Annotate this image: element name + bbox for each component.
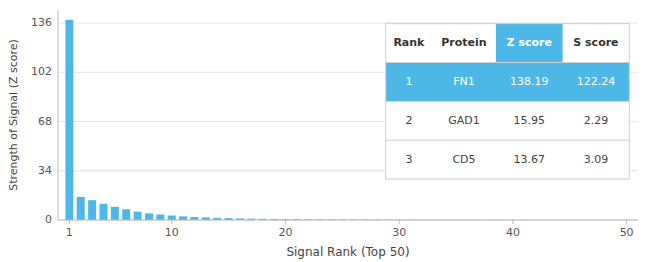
bar [179,216,187,220]
table-cell: CD5 [452,153,475,166]
bar [122,209,130,220]
table-cell: 2.29 [584,114,609,127]
table-cell: 122.24 [577,75,616,88]
table-cell: 2 [405,114,412,127]
x-tick-label: 1 [66,226,73,239]
bar [134,212,142,220]
table-cell: 138.19 [510,75,549,88]
y-tick-label: 136 [31,16,52,29]
bar [156,214,164,220]
x-tick [626,220,627,224]
y-tick-label: 34 [38,164,52,177]
table-cell: GAD1 [448,114,480,127]
bar [100,204,108,220]
chart-container: 0 34 68 102 136 1 10 20 30 40 50 Signal Rank (Top 5… [0,0,650,262]
bars [65,20,630,220]
table-row-separator [386,140,630,141]
x-tick [171,220,172,224]
x-tick-label: 20 [278,226,292,239]
x-tick-label: 40 [506,226,520,239]
table-background [386,24,630,179]
table-header: Rank [393,36,425,49]
table-row-highlight [386,63,630,102]
x-tick [285,220,286,224]
table-header: Z score [507,36,552,49]
table-cell: FN1 [453,75,475,88]
grid-line [58,220,638,221]
x-tick [512,220,513,224]
bar [88,200,96,220]
y-tick-label: 102 [31,65,52,78]
table-header: S score [573,36,618,49]
table-row-separator [386,101,630,102]
y-tick-label: 68 [38,115,52,128]
x-axis-line [58,220,638,221]
bar [111,207,119,220]
table-cell: 13.67 [514,153,546,166]
x-tick-label: 50 [620,226,634,239]
x-tick-label: 30 [392,226,406,239]
y-axis-label: Strength of Signal (Z score) [7,39,20,191]
x-tick-label: 10 [165,226,179,239]
x-axis-label: Signal Rank (Top 50) [286,245,409,259]
bar [168,216,176,220]
table-row-separator [386,62,630,63]
bar [77,197,85,220]
chart-svg: 0 34 68 102 136 1 10 20 30 40 50 Signal Rank (Top 5… [0,0,650,262]
table-border [386,24,630,179]
x-tick [69,220,70,224]
table-header: Protein [441,36,486,49]
grid [58,23,638,220]
y-tick-label: 0 [45,213,52,226]
inset-table: Rank Protein Z score S score 1 FN1 138.19 122.2… [386,24,630,179]
y-axis-line [58,10,59,220]
table-cell: 3 [405,153,412,166]
bar [65,20,73,220]
x-tick [399,220,400,224]
table-header-highlight [496,24,563,63]
table-cell: 1 [405,75,412,88]
bar [145,213,153,220]
table-cell: 15.95 [514,114,546,127]
table-cell: 3.09 [584,153,609,166]
